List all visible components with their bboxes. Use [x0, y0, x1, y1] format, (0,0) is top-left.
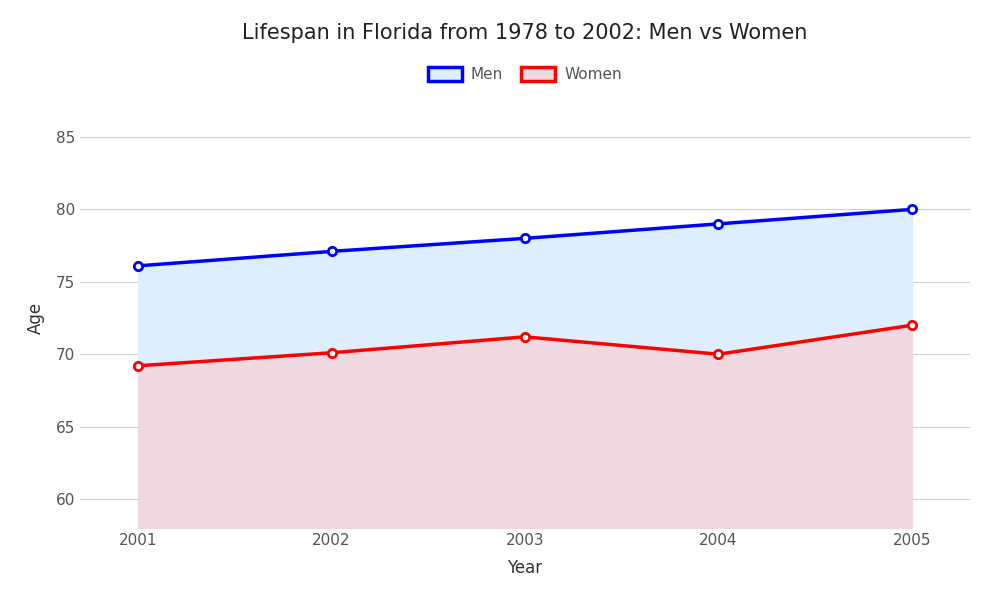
Legend: Men, Women: Men, Women — [422, 61, 628, 88]
Title: Lifespan in Florida from 1978 to 2002: Men vs Women: Lifespan in Florida from 1978 to 2002: M… — [242, 23, 808, 43]
X-axis label: Year: Year — [507, 559, 543, 577]
Y-axis label: Age: Age — [27, 302, 45, 334]
